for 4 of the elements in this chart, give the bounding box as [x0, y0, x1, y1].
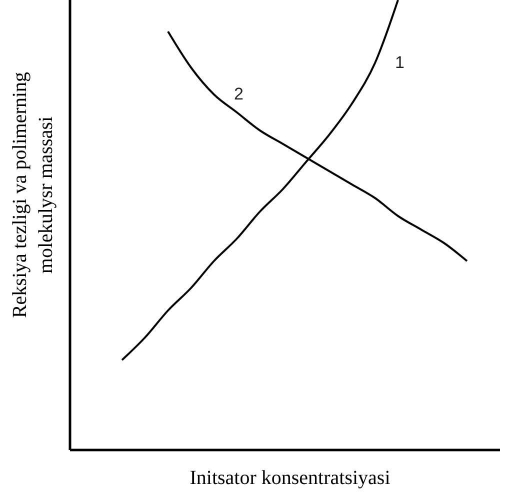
x-axis-title: Initsator konsentratsiyasi	[190, 467, 391, 489]
y-axis-title: Reksiya tezligi va polimerning molekulysr massasi	[9, 72, 57, 318]
series-label: 1	[395, 53, 404, 72]
series-label: 2	[234, 84, 244, 104]
